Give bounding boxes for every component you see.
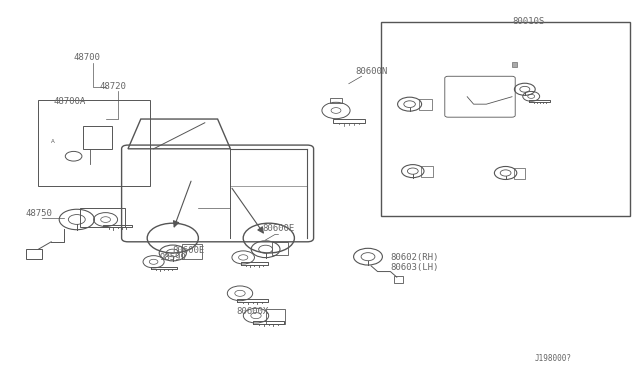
Bar (272, 242, 288, 255)
Text: 48700A: 48700A (53, 97, 85, 106)
Text: 80600X: 80600X (237, 307, 269, 316)
Bar (266, 309, 285, 324)
Text: 80600E: 80600E (173, 246, 205, 255)
Text: 98599: 98599 (160, 253, 187, 262)
Text: 80602(RH): 80602(RH) (390, 253, 439, 262)
Text: 80600N: 80600N (355, 67, 387, 76)
Text: J198000?: J198000? (534, 354, 572, 363)
Bar (381, 22, 630, 216)
Text: 48750: 48750 (26, 209, 52, 218)
Text: 48720: 48720 (99, 82, 126, 91)
Bar (38, 100, 150, 186)
Bar (419, 99, 432, 110)
Text: 80600E: 80600E (262, 224, 294, 232)
Bar (80, 208, 125, 227)
Bar (514, 168, 525, 179)
Bar (330, 98, 342, 103)
Bar (26, 249, 42, 259)
Bar (83, 126, 112, 149)
Text: 48700: 48700 (74, 52, 100, 61)
Bar (512, 62, 517, 67)
Bar (394, 276, 403, 283)
Bar (182, 244, 202, 259)
Text: 80010S: 80010S (512, 17, 544, 26)
Text: A: A (51, 139, 55, 144)
Bar (333, 119, 365, 123)
Bar (421, 166, 433, 177)
Text: 80603(LH): 80603(LH) (390, 263, 439, 272)
